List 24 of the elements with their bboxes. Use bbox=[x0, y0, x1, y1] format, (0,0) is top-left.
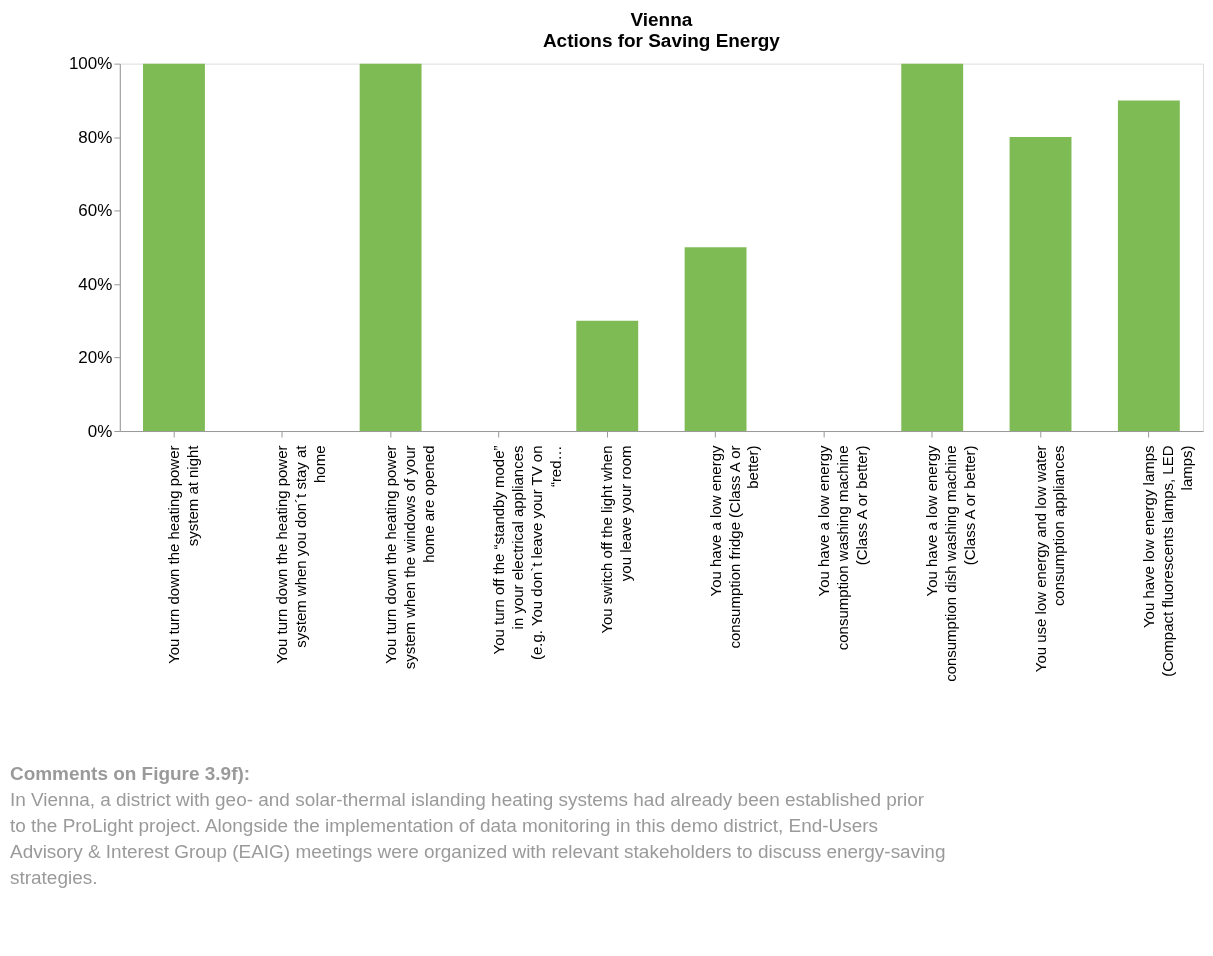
bar bbox=[576, 320, 639, 432]
bar bbox=[1117, 100, 1180, 432]
bar bbox=[143, 63, 205, 432]
x-tick-label: You have a low energy consumption fridge (Class A or better) bbox=[706, 445, 762, 649]
y-tick-label: 40% bbox=[78, 274, 113, 294]
chart-title: Vienna bbox=[630, 8, 693, 30]
y-tick-label: 100% bbox=[68, 54, 113, 74]
x-tick-label: You have a low energy consumption washing machine (Class A or better) bbox=[814, 445, 870, 651]
y-tick-label: 80% bbox=[78, 127, 113, 147]
x-tick-label: You have a low energy consumption dish washing machine (Class A or better) bbox=[923, 445, 979, 682]
bar bbox=[1009, 137, 1072, 432]
text: In Vienna, a district with geo- and solar-thermal islanding heating systems had already been established prior to the ProLight project. Alongside the implementation of data monitoring in this demo district, End-Users Advisory & Interest Group (EAIG) meetings were organized with relevant stakeholders to discuss energy-saving strategies. bbox=[9, 789, 946, 889]
x-tick-label: You turn down the heating power system when you don´t stay at home bbox=[273, 444, 329, 664]
bar bbox=[901, 63, 964, 432]
bar bbox=[359, 63, 422, 432]
y-tick-label: 60% bbox=[78, 201, 113, 221]
chart-subtitle: Actions for Saving Energy bbox=[542, 29, 781, 51]
y-tick-label: 20% bbox=[78, 348, 113, 368]
x-tick-label: You have low energy lamps (Compact fluorescents lamps, LED lamps) bbox=[1139, 445, 1195, 677]
y-tick-label: 0% bbox=[87, 421, 113, 441]
x-tick-label: You turn off the “standby mode” in your electrical appliances (e.g. You don`t leave your TV on “red… bbox=[489, 445, 564, 660]
text: Comments on Figure 3.9f): bbox=[9, 763, 251, 785]
bar bbox=[684, 247, 747, 432]
x-tick-label: You turn down the heating power system at night bbox=[164, 444, 201, 664]
